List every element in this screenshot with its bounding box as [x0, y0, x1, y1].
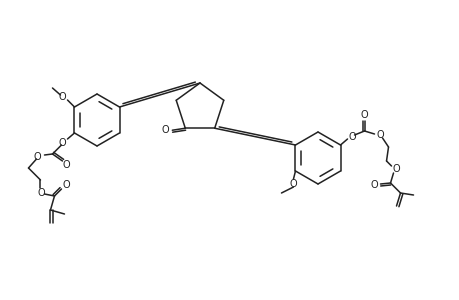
Text: O: O [59, 138, 66, 148]
Text: O: O [59, 92, 66, 102]
Text: O: O [62, 160, 70, 170]
Text: O: O [34, 152, 41, 162]
Text: O: O [289, 179, 297, 189]
Text: O: O [38, 188, 45, 198]
Text: O: O [360, 110, 368, 120]
Text: O: O [348, 132, 356, 142]
Text: O: O [370, 180, 377, 190]
Text: O: O [161, 125, 169, 135]
Text: O: O [62, 180, 70, 190]
Text: O: O [392, 164, 399, 174]
Text: O: O [376, 130, 383, 140]
